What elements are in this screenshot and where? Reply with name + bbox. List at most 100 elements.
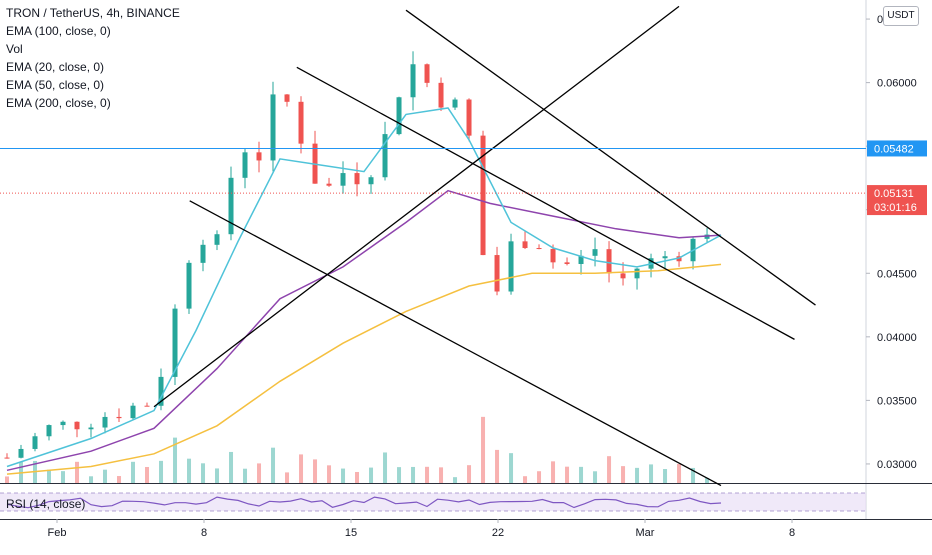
candle-body xyxy=(564,262,570,264)
y-tick-label: 0.03000 xyxy=(877,459,917,471)
rsi-label: RSI (14, close) xyxy=(6,497,86,511)
candle-body xyxy=(368,177,374,185)
ema20-line xyxy=(6,107,722,468)
volume-bar xyxy=(187,458,192,483)
candle-body xyxy=(634,268,640,279)
volume-bar xyxy=(593,471,598,483)
legend-ema20: EMA (20, close, 0) xyxy=(6,60,105,74)
volume-bar xyxy=(257,463,262,483)
volume-bar xyxy=(103,469,108,483)
candle-body xyxy=(228,177,234,235)
y-tick-label: 0.04000 xyxy=(877,332,917,344)
candle-body xyxy=(298,101,304,144)
hline-price-tag xyxy=(867,140,927,157)
candle-body xyxy=(158,376,164,406)
trend-line xyxy=(296,66,795,340)
candle-body xyxy=(354,173,360,185)
volume-bar xyxy=(75,461,80,483)
candle-body xyxy=(536,248,542,250)
volume-bar xyxy=(551,461,556,483)
candle-body xyxy=(116,416,122,419)
candle-body xyxy=(578,255,584,264)
volume-bar xyxy=(173,437,178,483)
candle-body xyxy=(508,241,514,292)
volume-bar xyxy=(89,476,94,483)
candle-body xyxy=(130,405,136,419)
candle-body xyxy=(494,255,500,292)
candle-body xyxy=(214,234,220,245)
ema200-line xyxy=(6,263,722,475)
candle-body xyxy=(284,94,290,102)
x-tick-label: 8 xyxy=(789,527,795,539)
legend-vol: Vol xyxy=(6,42,23,56)
trend-line xyxy=(405,9,816,306)
x-tick-label: Mar xyxy=(636,527,655,539)
candle-body xyxy=(620,273,626,279)
volume-bar xyxy=(607,456,612,483)
trend-line xyxy=(153,5,680,408)
volume-bar xyxy=(47,469,52,483)
y-tick-label: 0.04500 xyxy=(877,268,917,280)
y-tick-label: 0.03500 xyxy=(877,395,917,407)
volume-bar xyxy=(117,476,122,483)
volume-bar xyxy=(341,468,346,483)
candle-body xyxy=(452,99,458,108)
volume-bar xyxy=(453,477,458,483)
volume-bar xyxy=(369,467,374,483)
candle-body xyxy=(592,249,598,256)
volume-bar xyxy=(705,477,710,483)
volume-bar xyxy=(61,471,66,483)
volume-bar xyxy=(495,449,500,483)
candle-body xyxy=(172,308,178,377)
candle-body xyxy=(340,173,346,186)
volume-bar xyxy=(621,466,626,483)
candle-body xyxy=(74,421,80,430)
candle-body xyxy=(704,234,710,239)
volume-bar xyxy=(579,466,584,483)
volume-bar xyxy=(229,451,234,483)
volume-bar xyxy=(285,472,290,483)
volume-bar xyxy=(5,476,9,483)
candle-body xyxy=(550,248,556,263)
candle-body xyxy=(102,416,108,428)
volume-bar xyxy=(635,467,640,483)
volume-bar xyxy=(355,471,360,483)
candle-body xyxy=(18,448,24,458)
x-tick-label: 22 xyxy=(492,527,504,539)
candle-body xyxy=(480,135,486,256)
last-price-tag xyxy=(867,185,927,216)
volume-bar xyxy=(691,467,696,483)
volume-bar xyxy=(411,466,416,483)
candle-body xyxy=(326,183,332,186)
legend-ema200: EMA (200, close, 0) xyxy=(6,96,111,110)
volume-bar xyxy=(327,465,332,483)
volume-bar xyxy=(565,466,570,483)
candle-body xyxy=(606,249,612,274)
volume-bar xyxy=(383,452,388,483)
volume-bar xyxy=(439,467,444,483)
volume-bar xyxy=(677,463,682,483)
candle-body xyxy=(186,262,192,309)
candle-body xyxy=(256,152,262,161)
volume-bar xyxy=(131,461,136,483)
legend-title: TRON / TetherUS, 4h, BINANCE xyxy=(6,6,180,20)
candle-body xyxy=(382,134,388,178)
volume-bar xyxy=(425,466,430,483)
countdown-label: 03:01:16 xyxy=(874,202,917,214)
volume-bar xyxy=(271,447,276,483)
candle-body xyxy=(4,457,10,459)
trend-line xyxy=(189,200,722,487)
ema50-line xyxy=(6,189,722,472)
candle-body xyxy=(424,64,430,83)
candle-body xyxy=(144,405,150,407)
candle-body xyxy=(466,99,472,136)
volume-bar xyxy=(523,476,528,483)
candle-body xyxy=(396,97,402,135)
hline-price-label: 0.05482 xyxy=(874,143,914,155)
currency-selector[interactable]: USDT xyxy=(883,6,919,26)
volume-bar xyxy=(215,468,220,483)
rsi-line xyxy=(6,496,722,509)
candle-body xyxy=(242,152,248,178)
